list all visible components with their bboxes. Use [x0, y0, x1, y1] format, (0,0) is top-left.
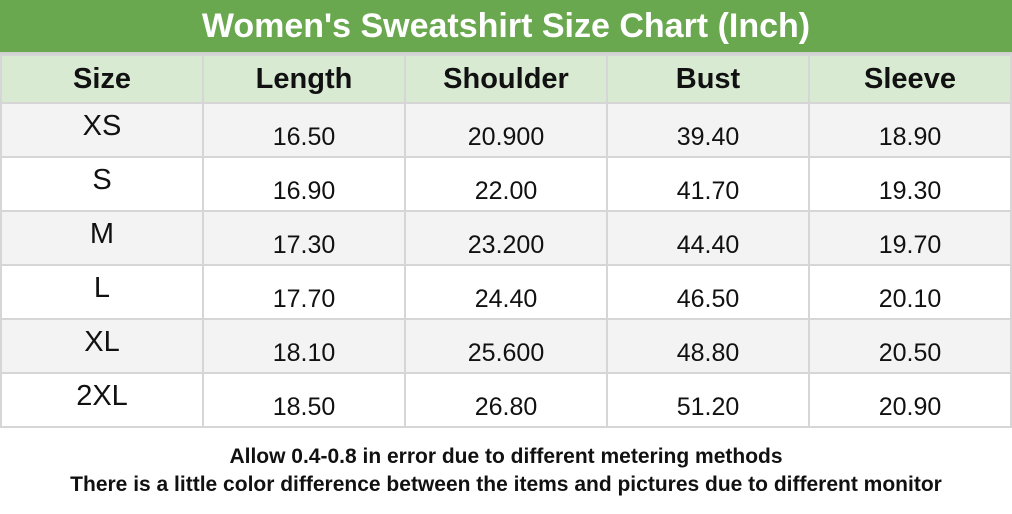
note-error: Allow 0.4-0.8 in error due to different … — [229, 445, 783, 468]
note-color: There is a little color difference betwe… — [70, 473, 942, 496]
value-cell: 18.10 — [202, 318, 406, 374]
value-cell: 17.30 — [202, 210, 406, 266]
column-header: Sleeve — [808, 54, 1012, 104]
size-cell: S — [0, 156, 204, 212]
column-header: Length — [202, 54, 406, 104]
notes: Allow 0.4-0.8 in error due to different … — [0, 428, 1012, 514]
value-cell: 20.50 — [808, 318, 1012, 374]
table-row: 2XL 18.50 26.80 51.20 20.90 — [0, 372, 1012, 428]
size-cell: 2XL — [0, 372, 204, 428]
chart-title: Women's Sweatshirt Size Chart (Inch) — [0, 0, 1012, 54]
value-cell: 17.70 — [202, 264, 406, 320]
value-cell: 41.70 — [606, 156, 810, 212]
table-row: M 17.30 23.200 44.40 19.70 — [0, 210, 1012, 266]
value-cell: 39.40 — [606, 102, 810, 158]
value-cell: 16.90 — [202, 156, 406, 212]
table-row: S 16.90 22.00 41.70 19.30 — [0, 156, 1012, 212]
size-cell: M — [0, 210, 204, 266]
value-cell: 26.80 — [404, 372, 608, 428]
value-cell: 25.600 — [404, 318, 608, 374]
value-cell: 18.90 — [808, 102, 1012, 158]
value-cell: 20.900 — [404, 102, 608, 158]
value-cell: 44.40 — [606, 210, 810, 266]
column-header: Bust — [606, 54, 810, 104]
table-row: XS 16.50 20.900 39.40 18.90 — [0, 102, 1012, 158]
column-header: Size — [0, 54, 204, 104]
value-cell: 19.30 — [808, 156, 1012, 212]
value-cell: 46.50 — [606, 264, 810, 320]
value-cell: 20.10 — [808, 264, 1012, 320]
table-row: XL 18.10 25.600 48.80 20.50 — [0, 318, 1012, 374]
size-table: Size Length Shoulder Bust Sleeve XS 16.50 20.9… — [0, 54, 1012, 428]
value-cell: 23.200 — [404, 210, 608, 266]
size-cell: XL — [0, 318, 204, 374]
column-header: Shoulder — [404, 54, 608, 104]
value-cell: 51.20 — [606, 372, 810, 428]
value-cell: 19.70 — [808, 210, 1012, 266]
value-cell: 20.90 — [808, 372, 1012, 428]
value-cell: 24.40 — [404, 264, 608, 320]
value-cell: 16.50 — [202, 102, 406, 158]
header-row: Size Length Shoulder Bust Sleeve — [0, 54, 1012, 104]
size-cell: XS — [0, 102, 204, 158]
value-cell: 48.80 — [606, 318, 810, 374]
value-cell: 18.50 — [202, 372, 406, 428]
size-cell: L — [0, 264, 204, 320]
table-row: L 17.70 24.40 46.50 20.10 — [0, 264, 1012, 320]
value-cell: 22.00 — [404, 156, 608, 212]
